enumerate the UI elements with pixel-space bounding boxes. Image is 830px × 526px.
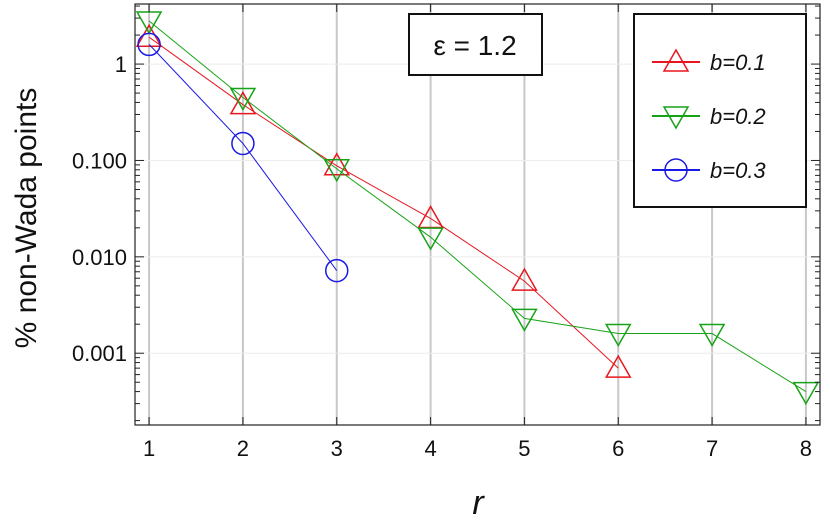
x-tick-label: 6 <box>612 436 624 461</box>
y-tick-label: 0.100 <box>72 148 127 173</box>
x-tick-label: 4 <box>424 436 436 461</box>
plot-frame <box>134 3 821 426</box>
data-point <box>229 87 257 112</box>
data-point <box>511 308 538 332</box>
data-point <box>604 354 632 378</box>
tick-layer: 1 2 3 4 5 6 7 8 1 0.100 0.010 0.001 <box>72 4 820 461</box>
x-tick-label: 7 <box>706 436 718 461</box>
series-line <box>148 44 338 271</box>
legend-marker <box>664 158 688 182</box>
data-point <box>604 323 632 348</box>
series-layer <box>135 11 820 406</box>
annotation-box: ε = 1.2 <box>408 13 543 76</box>
data-point <box>229 91 257 115</box>
x-axis-title: r <box>472 484 485 522</box>
data-point <box>324 258 349 283</box>
legend: b=0.1 b=0.2 b=0.3 <box>633 13 807 208</box>
legend-box <box>633 13 807 208</box>
data-point <box>698 323 726 348</box>
data-point <box>511 267 538 291</box>
legend-marker <box>662 48 690 72</box>
x-tick-label: 1 <box>143 436 155 461</box>
y-tick-label: 0.010 <box>72 245 127 270</box>
series-line <box>148 20 807 393</box>
data-point <box>792 381 820 406</box>
data-point <box>323 159 351 183</box>
data-point <box>137 32 161 57</box>
y-tick-label: 1 <box>115 52 127 77</box>
data-point <box>417 227 444 251</box>
y-axis-title: % non-Wada points <box>10 88 43 349</box>
legend-label: b=0.1 <box>710 50 766 75</box>
x-tick-label: 2 <box>237 436 249 461</box>
series-line <box>148 36 619 369</box>
x-tick-label: 3 <box>331 436 343 461</box>
x-tick-label: 8 <box>800 436 812 461</box>
legend-marker <box>662 106 690 130</box>
data-point <box>231 131 255 156</box>
legend-label: b=0.2 <box>710 104 766 129</box>
epsilon-annotation: ε = 1.2 <box>433 30 516 61</box>
y-tick-label: 0.001 <box>72 341 127 366</box>
legend-label: b=0.3 <box>710 158 766 183</box>
x-tick-label: 5 <box>518 436 530 461</box>
